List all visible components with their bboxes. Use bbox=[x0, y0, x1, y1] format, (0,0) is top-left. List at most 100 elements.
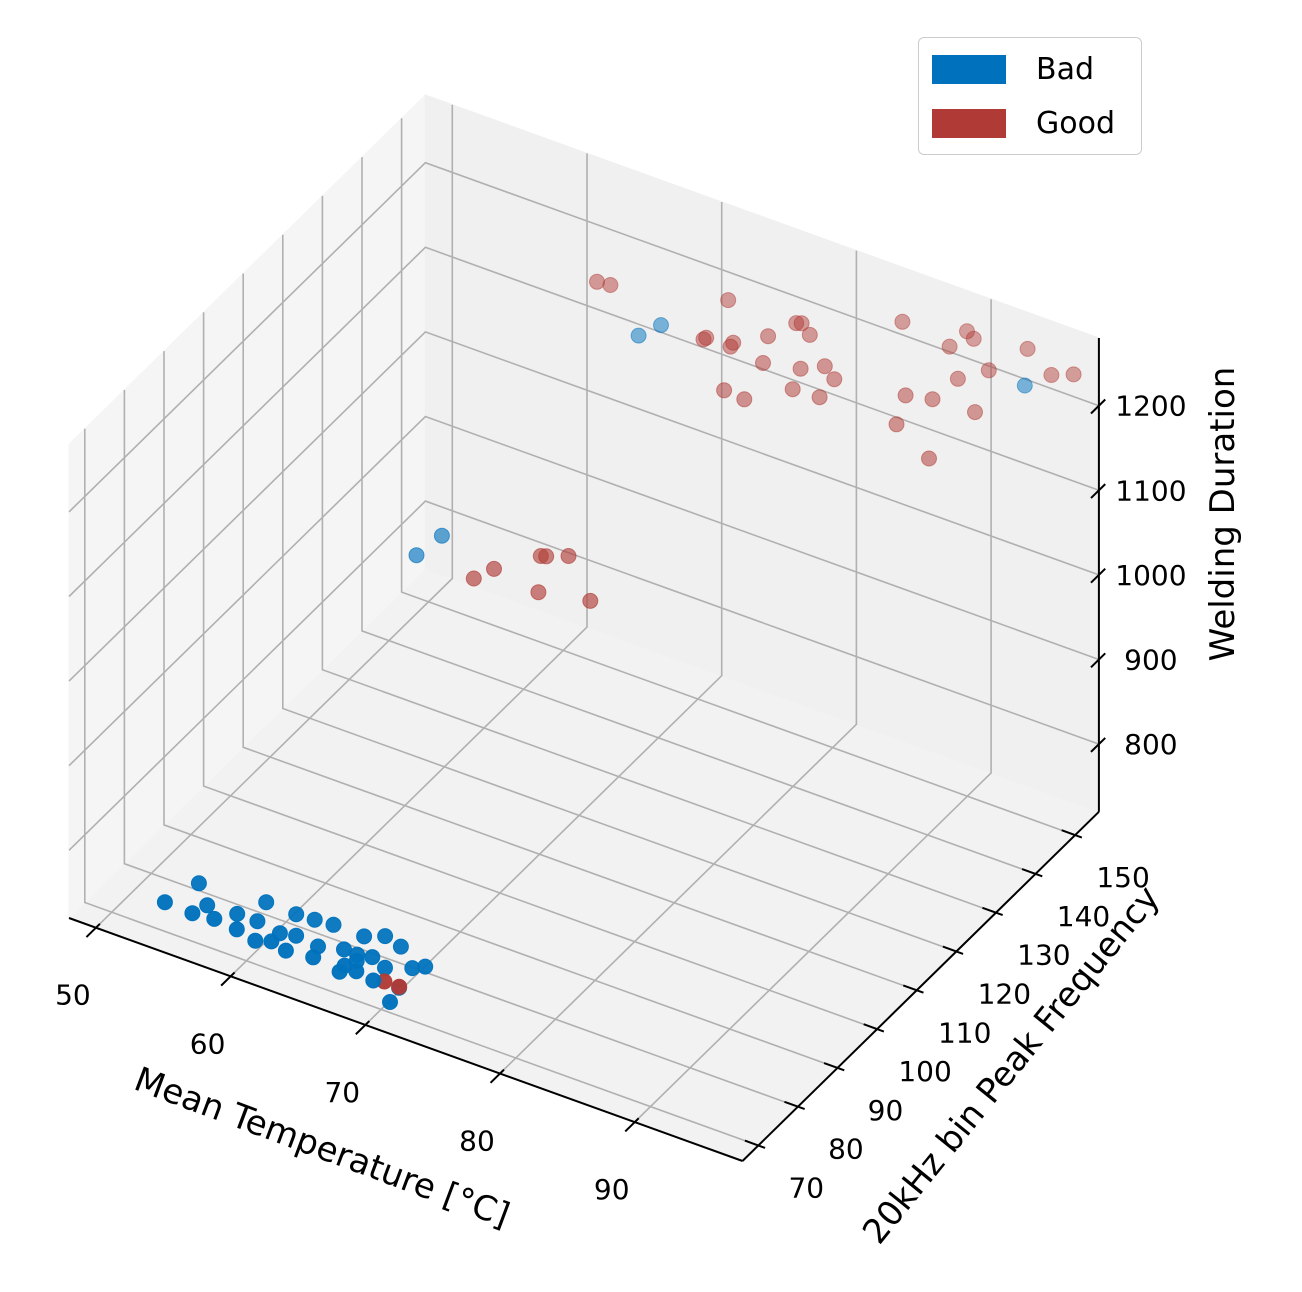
scatter-point-bad bbox=[288, 927, 305, 944]
scatter-point-good bbox=[698, 329, 715, 346]
scatter-point-good bbox=[924, 391, 941, 408]
z-tick-mark bbox=[1090, 483, 1106, 499]
scatter-point-good bbox=[894, 313, 911, 330]
y-tick-mark bbox=[784, 1100, 806, 1111]
scatter-point-bad bbox=[404, 960, 421, 977]
legend-label-bad: Bad bbox=[1036, 51, 1095, 87]
scatter-point-good bbox=[391, 978, 408, 995]
scatter-point-good bbox=[695, 331, 712, 348]
scatter-point-good bbox=[716, 382, 733, 399]
scatter-point-bad bbox=[228, 921, 245, 938]
scatter-point-good bbox=[980, 362, 997, 379]
scatter-point-bad bbox=[377, 928, 394, 945]
y-gridline bbox=[400, 118, 1076, 836]
scatter-point-bad bbox=[408, 547, 425, 564]
y-gridline bbox=[123, 389, 799, 1108]
scatter-point-good bbox=[965, 330, 982, 347]
y-tick-mark bbox=[1061, 829, 1083, 839]
y-tick-label: 80 bbox=[828, 1133, 864, 1166]
data-points bbox=[156, 273, 1082, 1010]
scatter-point-bad bbox=[630, 327, 647, 344]
scatter-point-bad bbox=[1016, 377, 1033, 394]
x-tick-label: 60 bbox=[190, 1027, 226, 1060]
scatter-point-good bbox=[602, 277, 619, 293]
scatter-point-good bbox=[949, 370, 966, 387]
y-tick-label: 140 bbox=[1057, 900, 1110, 933]
scatter-point-good bbox=[801, 326, 818, 343]
scatter-point-bad bbox=[263, 933, 280, 950]
y-tick-label: 150 bbox=[1096, 861, 1149, 894]
z-tick-label: 1100 bbox=[1115, 474, 1186, 507]
scatter-point-bad bbox=[356, 928, 373, 945]
scatter-point-good bbox=[465, 570, 482, 587]
scatter-point-good bbox=[788, 315, 805, 332]
scatter-point-bad bbox=[249, 913, 266, 930]
scatter-point-good bbox=[560, 548, 577, 564]
y-gridline bbox=[361, 157, 1036, 875]
z-gridline bbox=[68, 246, 1100, 598]
x-gridline bbox=[634, 299, 992, 1123]
scatter-point-good bbox=[897, 387, 914, 404]
scatter-point-good bbox=[1043, 367, 1060, 383]
scatter-point-bad bbox=[247, 932, 264, 949]
y-gridline bbox=[242, 273, 917, 992]
x-tick-mark bbox=[489, 1068, 505, 1084]
z-gridline bbox=[68, 415, 1100, 767]
y-tick-label: 120 bbox=[978, 978, 1031, 1011]
legend-swatch-good bbox=[932, 108, 1006, 138]
scatter-point-bad bbox=[288, 906, 305, 923]
y-tick-label: 110 bbox=[938, 1016, 991, 1049]
scatter-point-bad bbox=[156, 894, 173, 911]
z-tick-mark bbox=[1090, 652, 1106, 668]
y-tick-label: 130 bbox=[1017, 939, 1070, 972]
grid-lines bbox=[68, 104, 1100, 1147]
scatter-point-good bbox=[793, 315, 810, 332]
legend-swatch-bad bbox=[932, 54, 1006, 84]
scatter-point-bad bbox=[184, 905, 201, 922]
scatter-point-bad bbox=[392, 938, 409, 955]
scatter-point-bad bbox=[306, 911, 323, 928]
x-tick-label: 70 bbox=[324, 1076, 360, 1109]
scatter-point-good bbox=[1019, 340, 1036, 357]
z-gridline bbox=[68, 500, 1100, 851]
scatter-point-bad bbox=[325, 916, 342, 933]
x-gridline bbox=[95, 104, 454, 929]
scatter-point-good bbox=[959, 323, 975, 340]
scatter-point-good bbox=[967, 404, 983, 421]
scatter-point-bad bbox=[653, 317, 669, 334]
y-gridline bbox=[84, 428, 759, 1147]
scatter-point-good bbox=[736, 391, 753, 408]
y-tick-mark bbox=[902, 984, 924, 994]
scatter-point-good bbox=[921, 450, 937, 467]
scatter-point-bad bbox=[305, 949, 322, 966]
z-gridline bbox=[68, 161, 1100, 513]
x-tick-label: 80 bbox=[459, 1125, 495, 1158]
y-gridline bbox=[321, 195, 997, 914]
y-tick-mark bbox=[823, 1062, 845, 1072]
scatter-point-good bbox=[1065, 366, 1082, 383]
scatter-point-bad bbox=[377, 959, 393, 976]
z-axis-label: Welding Duration bbox=[1203, 367, 1243, 662]
scatter-point-bad bbox=[365, 972, 382, 989]
scatter-point-good bbox=[720, 292, 737, 309]
y-tick-label: 100 bbox=[898, 1055, 951, 1088]
legend-item-bad: Bad bbox=[932, 51, 1095, 87]
y-gridline bbox=[163, 351, 838, 1069]
scatter-point-bad bbox=[229, 905, 246, 922]
scatter-point-good bbox=[589, 273, 605, 290]
y-tick-label: 70 bbox=[788, 1172, 824, 1205]
scatter-point-bad bbox=[199, 897, 216, 914]
x-tick-label: 50 bbox=[55, 979, 91, 1012]
scatter-point-good bbox=[888, 416, 905, 433]
scatter-point-bad bbox=[206, 910, 223, 927]
x-tick-label: 90 bbox=[594, 1173, 630, 1206]
legend-label-good: Good bbox=[1036, 105, 1115, 141]
scatter-point-good bbox=[941, 338, 958, 355]
x-axis-label: Mean Temperature [°C] bbox=[129, 1059, 515, 1235]
scatter-point-good bbox=[792, 360, 809, 377]
x-gridline bbox=[499, 250, 858, 1075]
scatter-point-good bbox=[755, 355, 771, 371]
y-tick-mark bbox=[1021, 868, 1043, 878]
scatter-point-good bbox=[811, 389, 828, 406]
